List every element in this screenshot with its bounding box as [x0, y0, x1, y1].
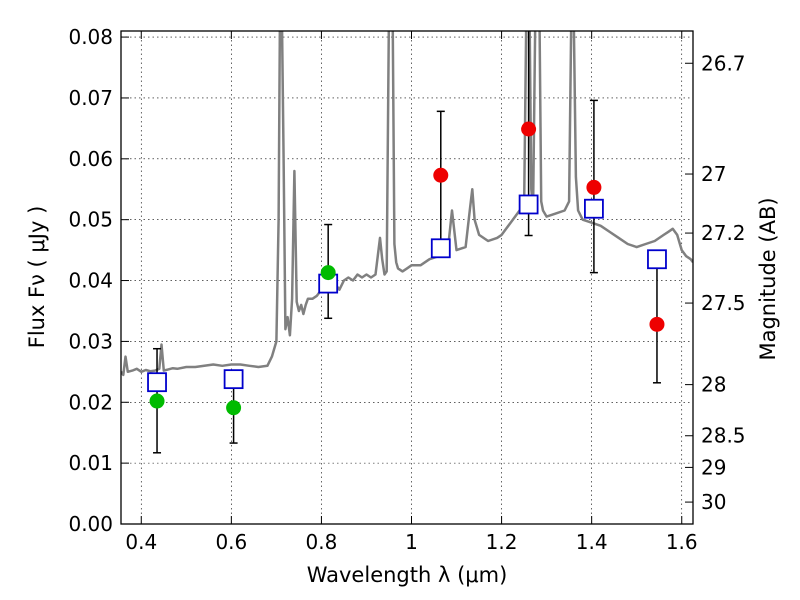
y-axis-label: Flux Fν ( μJy ) [25, 206, 49, 349]
red-point [586, 179, 602, 195]
right-tick-label: 27.5 [701, 291, 746, 315]
right-tick-label: 27 [701, 162, 726, 186]
y-tick-label: 0.06 [68, 147, 113, 171]
x-tick-label: 0.8 [306, 530, 338, 554]
plot-area [121, 31, 693, 524]
right-tick-label: 27.2 [701, 221, 746, 245]
model-square [147, 372, 167, 393]
x-tick-label: 1.4 [576, 530, 608, 554]
x-axis-label: Wavelength λ (μm) [307, 563, 508, 587]
model-square [430, 238, 451, 259]
right-tick-label: 28 [701, 373, 726, 397]
y-tick-label: 0.04 [68, 269, 113, 293]
green-point [149, 393, 165, 409]
right-tick-label: 30 [701, 490, 726, 514]
y-tick-label: 0.07 [68, 86, 113, 110]
model-squares [147, 194, 667, 393]
y-tick-label: 0.00 [68, 512, 113, 536]
y-tick-label: 0.08 [68, 25, 113, 49]
y-axis-right: 26.7 27 27.2 27.5 28 28.5 29 30 [685, 51, 746, 514]
y-tick-label: 0.01 [68, 451, 113, 475]
model-square [223, 369, 244, 390]
x-tick-label: 1.2 [486, 530, 518, 554]
x-tick-label: 0.4 [125, 530, 157, 554]
y-tick-label: 0.03 [68, 329, 113, 353]
plot-frame [120, 30, 694, 525]
grid-lines [121, 31, 693, 525]
right-tick-label: 28.5 [701, 424, 746, 448]
x-tick-label: 1.6 [666, 530, 698, 554]
x-tick-label: 0.6 [215, 530, 247, 554]
green-point [320, 265, 336, 281]
model-square [518, 194, 539, 215]
x-axis: 0.4 0.6 0.8 1 1.2 1.4 1.6 [125, 31, 698, 554]
red-point [649, 316, 665, 332]
y-axis-right-label: Magnitude (AB) [756, 197, 780, 360]
red-point [521, 121, 537, 137]
y-tick-label: 0.05 [68, 208, 113, 232]
red-point [433, 167, 449, 183]
plot-content [121, 31, 693, 454]
y-axis-left: 0.00 0.01 0.02 0.03 0.04 0.05 0.06 0.07 0.08 [68, 25, 129, 536]
x-tick-label: 1 [405, 530, 418, 554]
model-square [647, 249, 667, 270]
right-tick-label: 26.7 [701, 51, 746, 75]
green-point [226, 400, 242, 416]
model-square [584, 198, 604, 219]
photometry-points [149, 121, 665, 416]
spectrum-line [121, 31, 693, 377]
right-tick-label: 29 [701, 455, 726, 479]
y-tick-label: 0.02 [68, 390, 113, 414]
